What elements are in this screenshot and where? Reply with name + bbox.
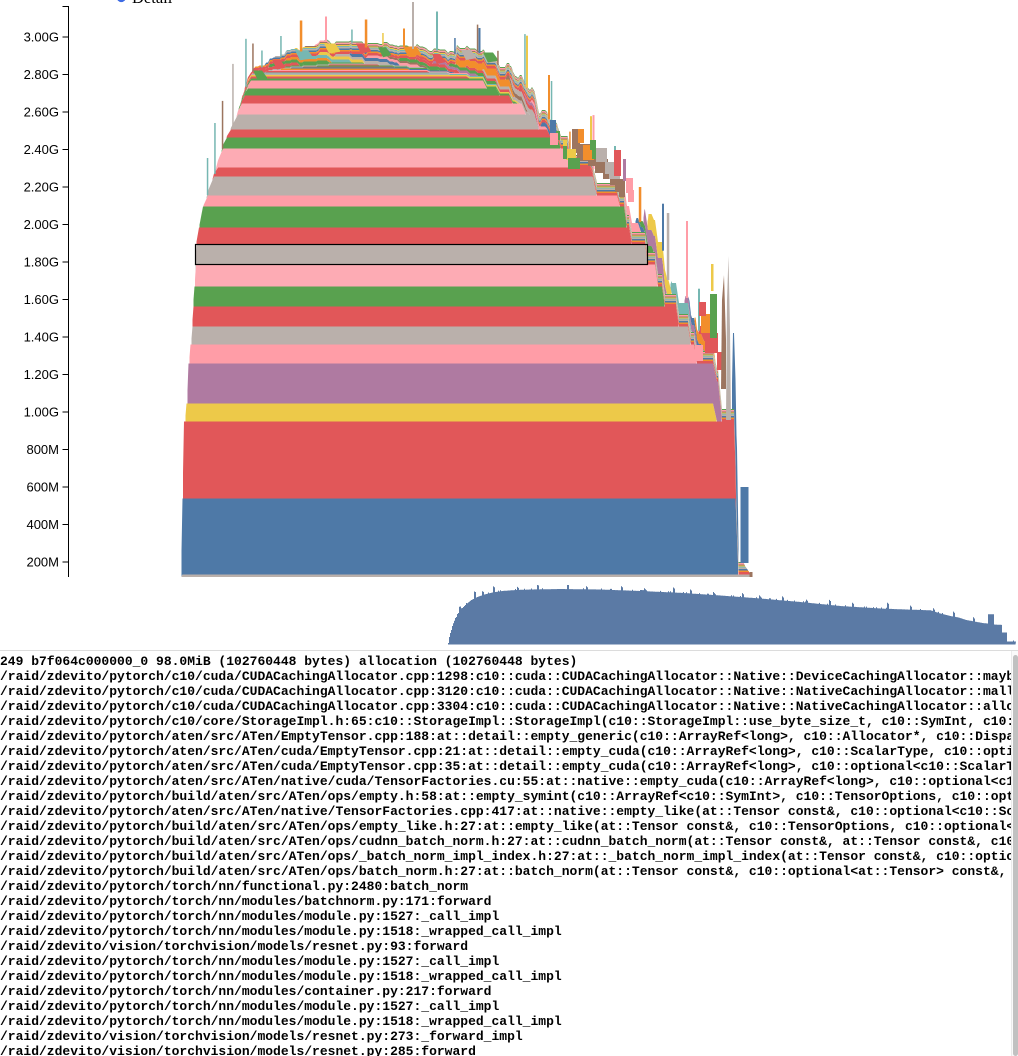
svg-text:3.00G: 3.00G bbox=[24, 30, 59, 45]
svg-text:2.00G: 2.00G bbox=[24, 217, 59, 232]
svg-text:1.40G: 1.40G bbox=[24, 330, 59, 345]
svg-text:Detail: Detail bbox=[132, 0, 173, 7]
svg-text:2.60G: 2.60G bbox=[24, 105, 59, 120]
svg-text:1.60G: 1.60G bbox=[24, 292, 59, 307]
svg-text:400M: 400M bbox=[26, 517, 59, 532]
svg-text:800M: 800M bbox=[26, 442, 59, 457]
svg-text:2.40G: 2.40G bbox=[24, 142, 59, 157]
svg-text:1.80G: 1.80G bbox=[24, 255, 59, 270]
svg-text:2.80G: 2.80G bbox=[24, 67, 59, 82]
svg-text:1.20G: 1.20G bbox=[24, 367, 59, 382]
svg-text:2.20G: 2.20G bbox=[24, 180, 59, 195]
svg-text:1.00G: 1.00G bbox=[24, 405, 59, 420]
svg-text:600M: 600M bbox=[26, 480, 59, 495]
svg-text:200M: 200M bbox=[26, 555, 59, 570]
